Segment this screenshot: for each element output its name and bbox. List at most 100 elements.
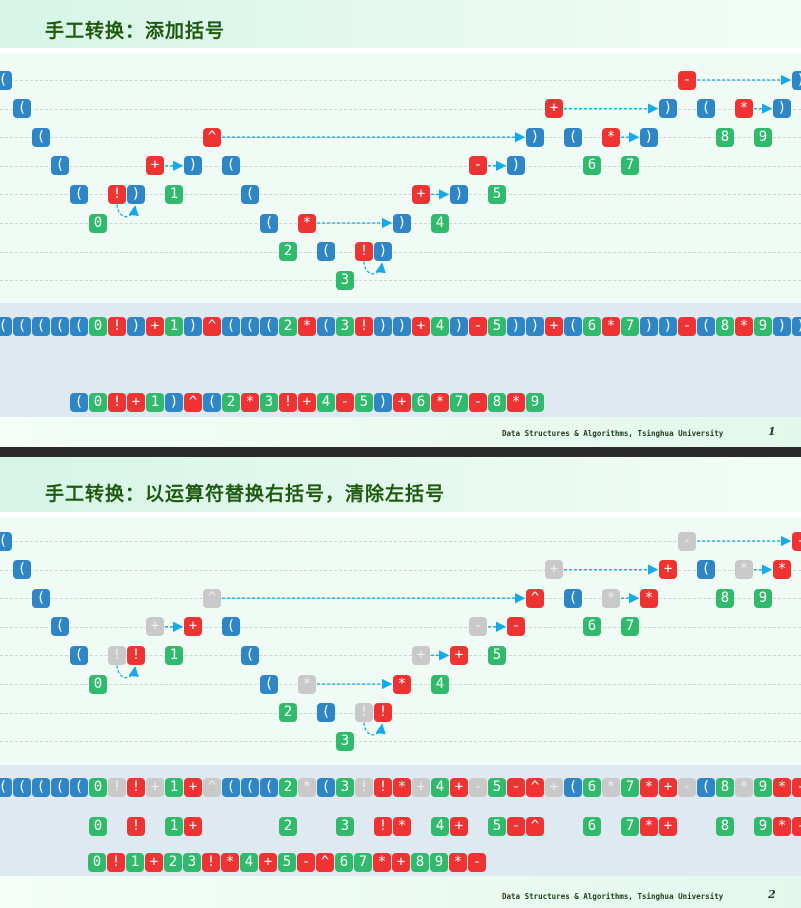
operator-token: + (450, 645, 468, 665)
replaced-operator-token: + (545, 778, 563, 797)
operand-token: 4 (431, 213, 449, 233)
operand-token: 0 (89, 213, 107, 233)
level-gridline (0, 655, 801, 657)
paren-token: ) (507, 317, 525, 336)
operator-token: + (450, 817, 468, 836)
operand-token: 2 (279, 317, 297, 336)
operand-token: 1 (165, 645, 183, 665)
paren-token: ( (70, 184, 88, 204)
paren-token: ( (697, 99, 715, 119)
operator-token: * (431, 393, 449, 412)
paren-token: ( (241, 778, 259, 797)
operand-token: 9 (754, 588, 772, 608)
level-gridline (0, 194, 801, 196)
paren-token: ( (260, 213, 278, 233)
paren-token: ( (32, 778, 50, 797)
paren-token: ( (317, 778, 335, 797)
paren-token: ) (659, 317, 677, 336)
operand-token: 8 (411, 853, 429, 872)
operand-token: 5 (355, 393, 373, 412)
operator-token: - (507, 778, 525, 797)
operand-token: 5 (488, 645, 506, 665)
paren-token: ) (792, 70, 801, 90)
paren-token: ) (526, 317, 544, 336)
paren-token: ( (13, 99, 31, 119)
paren-token: ) (127, 317, 145, 336)
paren-token: ( (32, 317, 50, 336)
operator-token: ! (127, 645, 145, 665)
paren-token: ( (0, 531, 12, 551)
operator-token: - (468, 853, 486, 872)
operator-token: ! (107, 853, 125, 872)
operand-token: 5 (488, 817, 506, 836)
replaced-operator-token: + (412, 778, 430, 797)
operand-token: 1 (126, 853, 144, 872)
operand-token: 7 (621, 778, 639, 797)
paren-token: ( (260, 317, 278, 336)
paren-token: ( (70, 778, 88, 797)
operator-token: ! (108, 184, 126, 204)
operator-token: ! (108, 393, 126, 412)
paren-token: ( (51, 617, 69, 637)
operator-token: - (336, 393, 354, 412)
paren-token: ( (697, 317, 715, 336)
paren-token: ) (659, 99, 677, 119)
level-gridline (0, 741, 801, 743)
replaced-operator-token: * (602, 588, 620, 608)
operator-token: ^ (184, 393, 202, 412)
replaced-operator-token: + (545, 560, 563, 580)
operator-token: * (298, 213, 316, 233)
operator-token: * (640, 778, 658, 797)
operand-token: 0 (89, 393, 107, 412)
operand-token: 1 (165, 184, 183, 204)
operand-token: 0 (89, 778, 107, 797)
operator-token: ^ (526, 588, 544, 608)
operand-token: 5 (488, 317, 506, 336)
operator-token: ^ (526, 817, 544, 836)
level-gridline (0, 280, 801, 282)
operator-token: * (602, 317, 620, 336)
operator-token: * (373, 853, 391, 872)
operator-token: + (259, 853, 277, 872)
page-number: 2 (768, 888, 776, 901)
paren-token: ) (640, 127, 658, 147)
paren-token: ( (317, 703, 335, 723)
operator-token: + (659, 560, 677, 580)
replaced-operator-token: - (678, 531, 696, 551)
paren-token: ) (526, 127, 544, 147)
operand-token: 2 (164, 853, 182, 872)
operator-token: ! (127, 778, 145, 797)
operand-token: 0 (89, 674, 107, 694)
paren-token: ( (51, 778, 69, 797)
operator-token: - (792, 531, 801, 551)
operator-token: * (393, 674, 411, 694)
operand-token: 4 (431, 674, 449, 694)
footer-text: Data Structures & Algorithms, Tsinghua U… (502, 429, 724, 438)
paren-token: ( (13, 778, 31, 797)
paren-token: ( (32, 588, 50, 608)
operator-token: + (545, 317, 563, 336)
operator-token: + (146, 317, 164, 336)
operator-token: - (469, 393, 487, 412)
paren-token: ( (203, 393, 221, 412)
operator-token: + (145, 853, 163, 872)
operand-token: 0 (89, 317, 107, 336)
title-band (0, 457, 801, 512)
operand-token: 3 (336, 778, 354, 797)
operand-token: 1 (165, 817, 183, 836)
operand-token: 1 (165, 778, 183, 797)
replaced-operator-token: * (298, 674, 316, 694)
match-arrow (363, 261, 386, 275)
operand-token: 3 (336, 817, 354, 836)
paren-token: ( (564, 317, 582, 336)
operator-token: - (297, 853, 315, 872)
operand-token: 9 (526, 393, 544, 412)
operand-token: 4 (317, 393, 335, 412)
level-gridline (0, 541, 801, 542)
paren-token: ( (697, 560, 715, 580)
paren-token: ( (241, 184, 259, 204)
replaced-operator-token: - (469, 778, 487, 797)
operand-token: 8 (488, 393, 506, 412)
operand-token: 2 (279, 817, 297, 836)
replaced-operator-token: + (146, 778, 164, 797)
